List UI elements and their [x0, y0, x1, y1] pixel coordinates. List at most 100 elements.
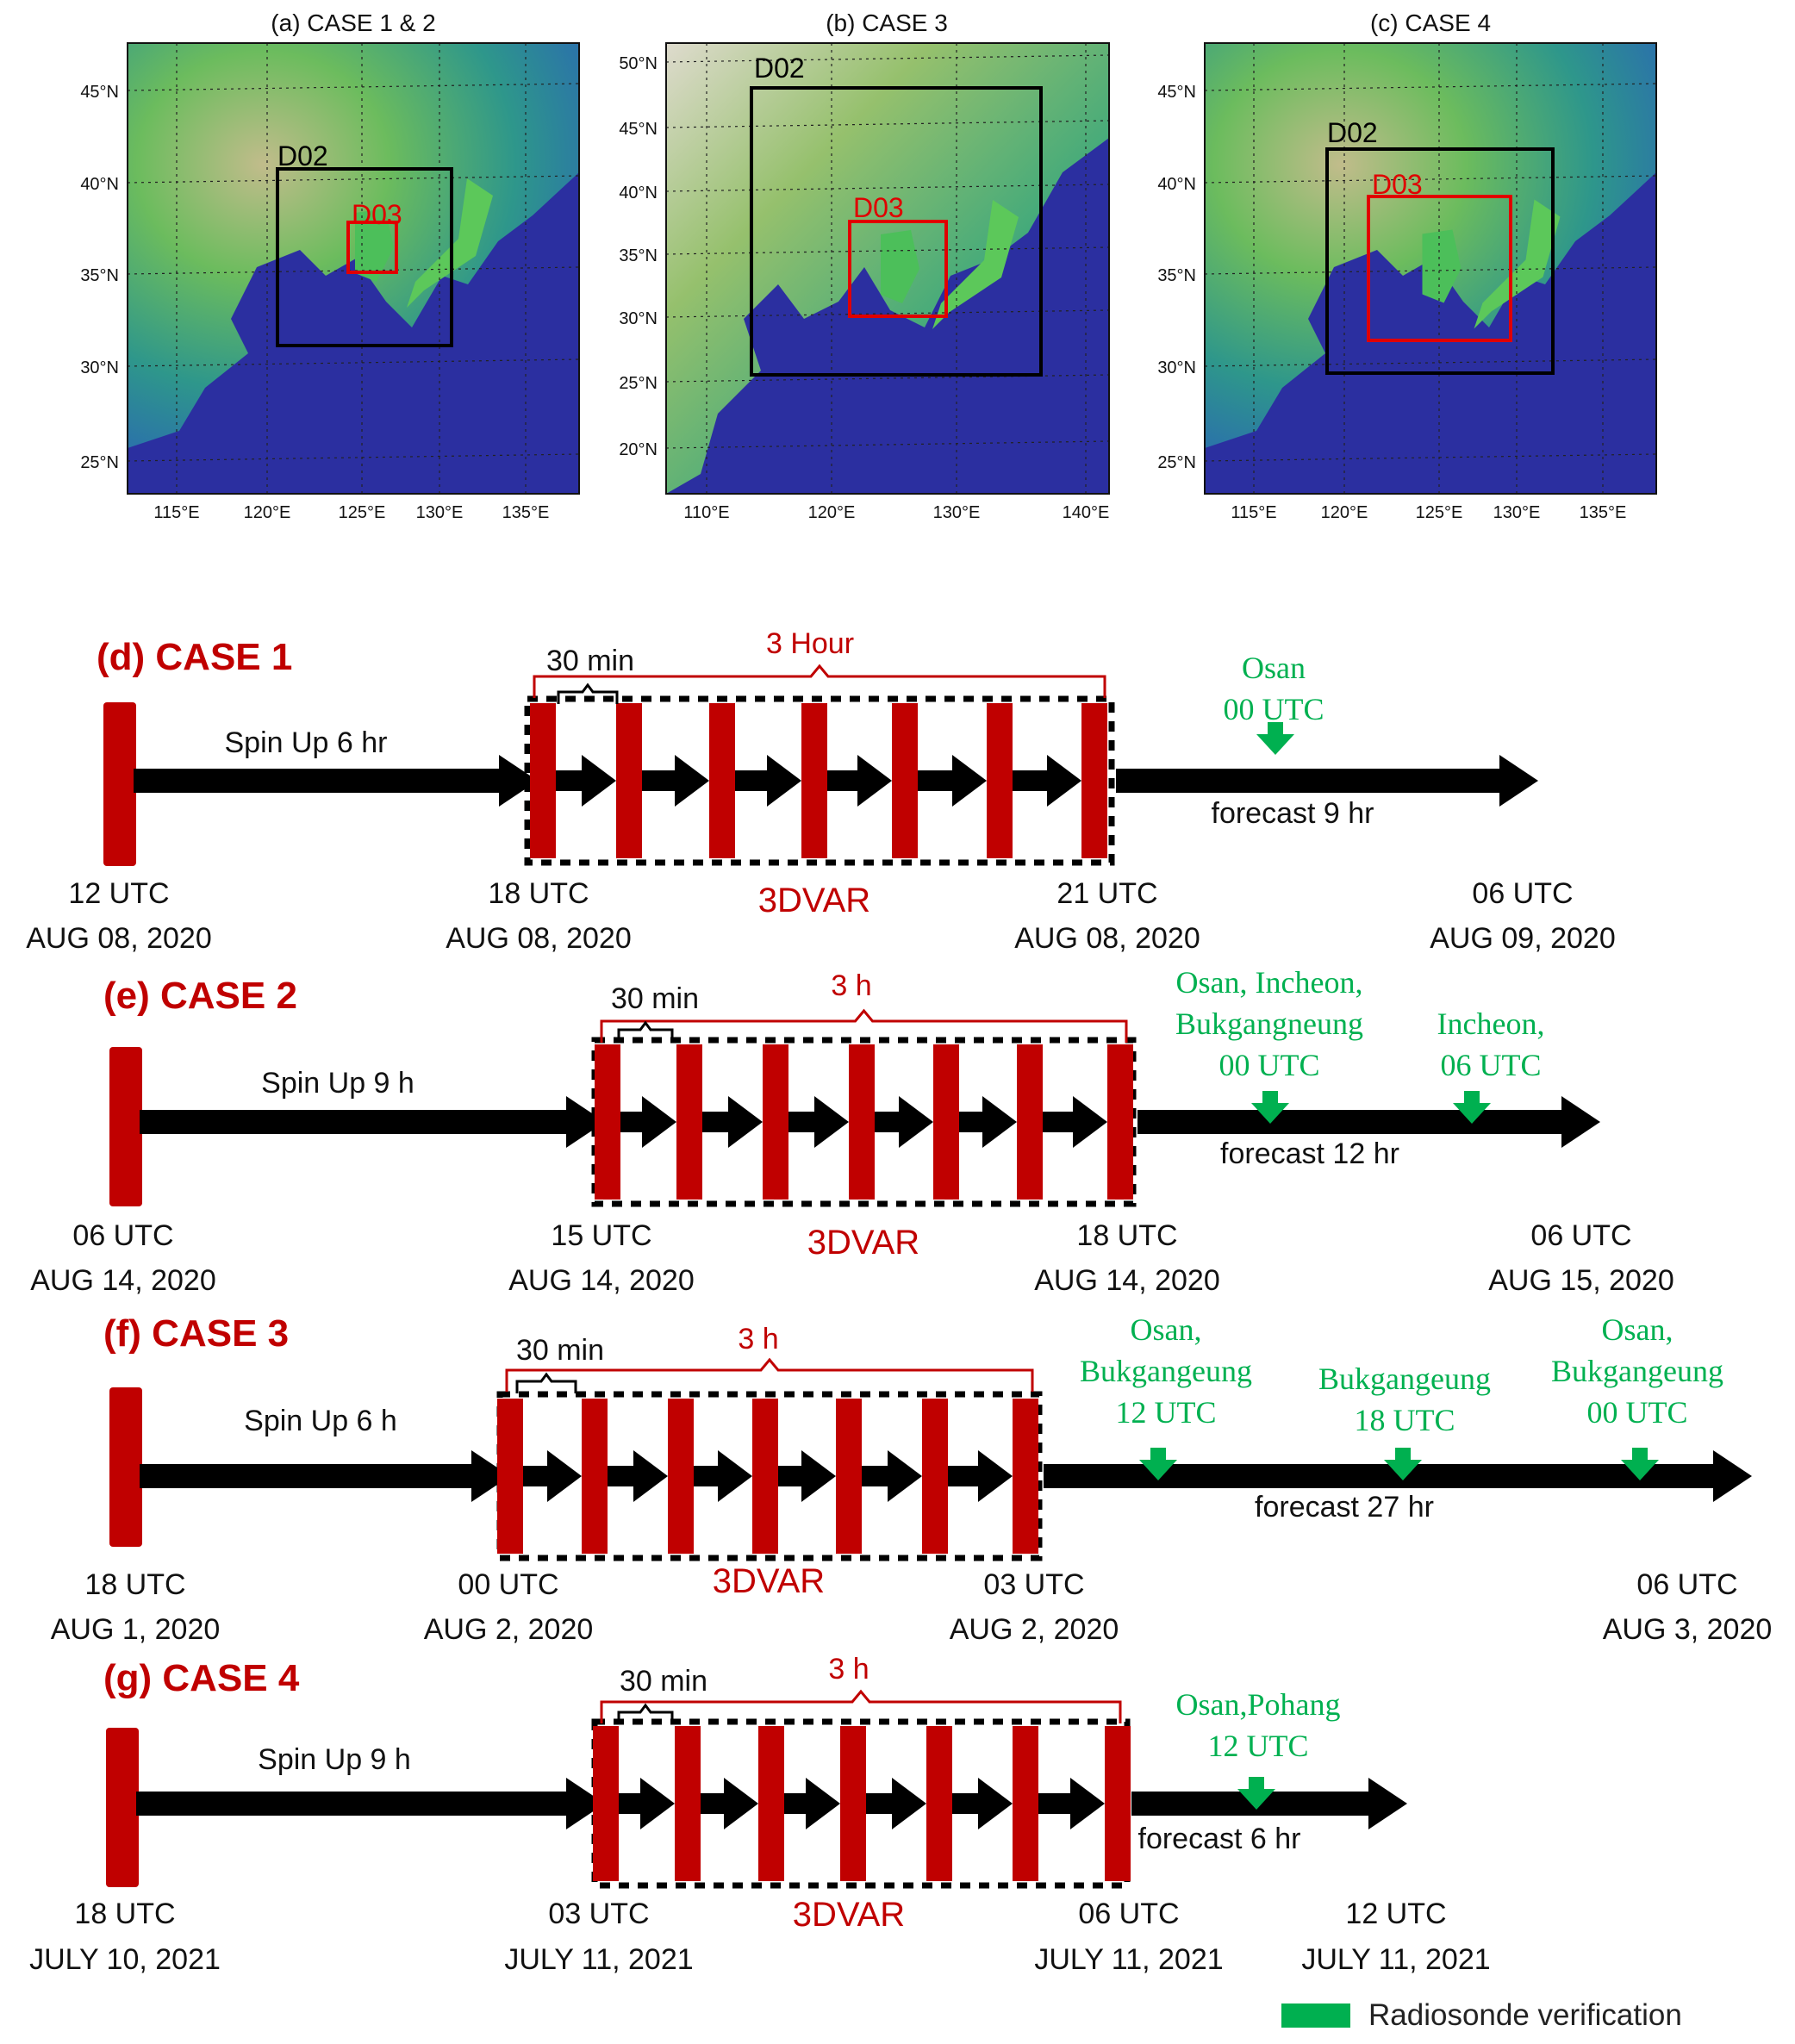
time-label: 00 UTC	[458, 1568, 558, 1601]
verification-arrow-shaft	[1150, 1448, 1166, 1463]
assimilation-cycle-bar	[1107, 1044, 1133, 1200]
interval-label: 30 min	[620, 1665, 707, 1698]
time-label: 18 UTC	[1076, 1219, 1177, 1252]
window-label: 3 h	[831, 969, 871, 1002]
window-label: 3 h	[828, 1653, 869, 1686]
japan-land	[1474, 199, 1561, 329]
assimilation-cycle-bar	[593, 1726, 619, 1881]
map-panel: (b) CASE 3 D02 D03 50°N 45°N 40°N 35°N 30°N 25°N…	[619, 9, 1110, 522]
map-frame	[665, 42, 1110, 495]
legend-label: Radiosonde verification	[1368, 1998, 1682, 2032]
verification-arrow-shaft	[1632, 1448, 1648, 1463]
assimilation-cycle-bar	[758, 1726, 784, 1881]
window-label: 3 Hour	[766, 627, 854, 660]
date-label: AUG 14, 2020	[30, 1264, 215, 1297]
domain-label: D03	[1372, 169, 1423, 200]
time-label: 21 UTC	[1056, 877, 1157, 910]
korea-land	[1422, 229, 1462, 303]
lon-label: 130°E	[933, 503, 981, 522]
assimilation-window-box	[524, 695, 1115, 866]
date-label: AUG 2, 2020	[424, 1613, 594, 1646]
spinup-label: Spin Up 9 h	[258, 1743, 411, 1776]
spinup-arrow-head	[566, 1778, 605, 1829]
assimilation-cycle-bar	[497, 1399, 523, 1554]
assimilation-cycle-bar	[801, 703, 827, 858]
lat-label: 45°N	[1157, 83, 1196, 102]
domain-box	[848, 220, 948, 318]
date-label: JULY 11, 2021	[1301, 1943, 1490, 1976]
map-gridline	[665, 246, 1110, 255]
verification-label: Incheon,	[1437, 1006, 1545, 1041]
forecast-arrow-head	[1713, 1450, 1752, 1502]
assimilation-cycle-bar	[763, 1044, 788, 1200]
assimilation-cycle-bar	[926, 1726, 952, 1881]
time-label: 12 UTC	[1345, 1898, 1446, 1930]
korea-land	[355, 209, 394, 282]
verification-label: Osan,	[1602, 1312, 1673, 1347]
lon-label: 140°E	[1063, 503, 1110, 522]
cycle-arrow-head	[801, 1450, 836, 1502]
lon-label: 115°E	[1231, 503, 1276, 522]
verification-arrow-head	[1251, 1103, 1289, 1124]
forecast-arrow-head	[1368, 1778, 1407, 1829]
spinup-arrow	[134, 769, 503, 793]
lat-label: 35°N	[1157, 266, 1196, 285]
forecast-arrow	[1116, 769, 1504, 793]
time-label: 18 UTC	[84, 1568, 185, 1601]
verification-arrow-head	[1237, 1789, 1275, 1810]
date-label: AUG 3, 2020	[1603, 1613, 1773, 1646]
assimilation-cycle-bar	[933, 1044, 959, 1200]
assimilation-cycle-bar	[616, 703, 642, 858]
map-panel: (c) CASE 4 D02 D03 45°N 40°N 35°N 30°N 25°N 115°…	[1157, 9, 1657, 522]
domain-label: D02	[754, 53, 805, 84]
domain-label: D02	[277, 140, 328, 171]
verification-label: Bukgangeung	[1318, 1362, 1491, 1396]
cycle-arrow-head	[1070, 1778, 1105, 1829]
interval-label: 30 min	[546, 645, 634, 677]
cycle-arrow-head	[675, 755, 709, 807]
assimilation-cycle-bar	[595, 1044, 620, 1200]
timeline-panel: (e) CASE 2 Spin Up 9 h forecast 12 hr 3 h 30…	[30, 965, 1673, 1297]
verification-label: 06 UTC	[1441, 1048, 1542, 1082]
cycle-arrow-head	[978, 1450, 1013, 1502]
verification-label: Osan,	[1131, 1312, 1202, 1347]
forecast-arrow	[1044, 1464, 1717, 1488]
cycle-arrow-head	[857, 755, 892, 807]
lon-label: 130°E	[1493, 503, 1541, 522]
interval-bracket	[617, 1703, 674, 1724]
lat-label: 30°N	[619, 309, 658, 328]
lon-label: 110°E	[683, 503, 729, 522]
time-label: 15 UTC	[551, 1219, 651, 1252]
lon-label: 130°E	[416, 503, 464, 522]
start-marker	[109, 1387, 142, 1547]
assimilation-cycle-bar	[1013, 1399, 1038, 1554]
map-gridline	[665, 184, 1110, 192]
lat-label: 45°N	[80, 83, 119, 102]
domain-box	[1367, 195, 1512, 342]
korea-land	[881, 230, 919, 303]
start-marker	[109, 1047, 142, 1206]
map-gridline	[665, 120, 1110, 128]
legend: Radiosonde verification	[1281, 1998, 1682, 2032]
timeline-title: (g) CASE 4	[103, 1657, 300, 1699]
interval-bracket	[515, 1372, 577, 1393]
lat-label: 40°N	[1157, 175, 1196, 194]
domain-box	[276, 167, 453, 347]
lat-label: 50°N	[619, 54, 658, 73]
assimilation-cycle-bar	[1017, 1044, 1043, 1200]
verification-arrow-head	[1256, 734, 1294, 755]
date-label: AUG 14, 2020	[508, 1264, 694, 1297]
verification-arrow-shaft	[1464, 1091, 1480, 1106]
date-label: AUG 08, 2020	[446, 922, 631, 955]
timeline-title: (d) CASE 1	[97, 636, 292, 678]
cycle-arrow-head	[640, 1778, 675, 1829]
timeline-panel: (g) CASE 4 Spin Up 9 h forecast 6 hr 3 h 30 …	[29, 1653, 1491, 1976]
lon-label: 120°E	[808, 503, 856, 522]
verification-label: Osan, Incheon,	[1176, 965, 1363, 1000]
assimilation-cycle-bar	[1105, 1726, 1131, 1881]
time-label: 06 UTC	[1636, 1568, 1737, 1601]
verification-arrow-shaft	[1268, 722, 1283, 738]
time-label: 03 UTC	[983, 1568, 1084, 1601]
forecast-label: forecast 9 hr	[1212, 797, 1374, 830]
